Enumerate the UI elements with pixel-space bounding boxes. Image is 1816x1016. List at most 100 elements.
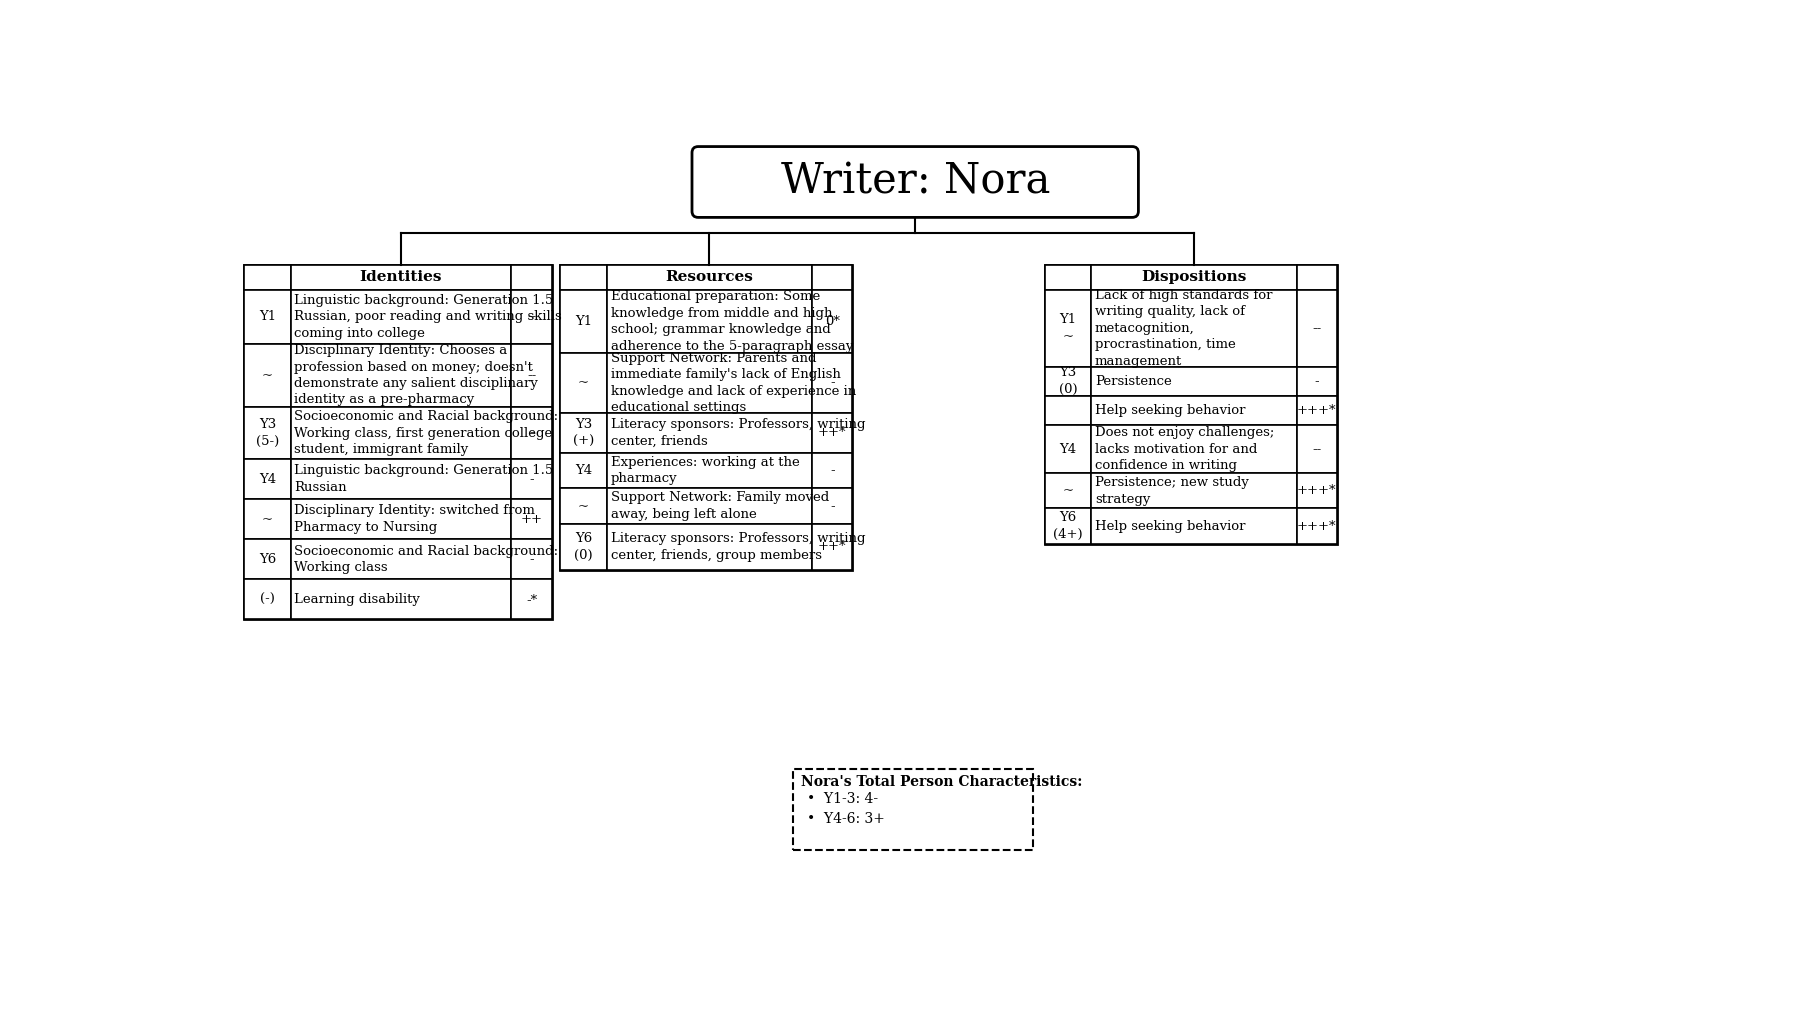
Text: +++*: +++* [1297, 519, 1337, 532]
Text: Persistence: Persistence [1095, 375, 1171, 388]
Text: ~: ~ [577, 377, 588, 389]
FancyBboxPatch shape [561, 524, 607, 570]
Text: Resources: Resources [665, 270, 754, 284]
Text: --: -- [527, 369, 536, 382]
FancyBboxPatch shape [561, 453, 607, 489]
FancyBboxPatch shape [1044, 265, 1337, 544]
Text: Educational preparation: Some
knowledge from middle and high
school; grammar kno: Educational preparation: Some knowledge … [610, 291, 854, 353]
FancyBboxPatch shape [1297, 426, 1337, 473]
Text: Identities: Identities [360, 270, 443, 284]
Text: ~: ~ [1062, 485, 1073, 497]
Text: 0*: 0* [824, 315, 839, 328]
FancyBboxPatch shape [1044, 265, 1091, 290]
FancyBboxPatch shape [291, 499, 512, 539]
Text: Support Network: Family moved
away, being left alone: Support Network: Family moved away, bein… [610, 492, 828, 521]
FancyBboxPatch shape [512, 539, 552, 579]
Text: ++*: ++* [817, 541, 846, 554]
FancyBboxPatch shape [812, 524, 852, 570]
FancyBboxPatch shape [291, 343, 512, 406]
FancyBboxPatch shape [607, 290, 812, 353]
Text: --: -- [527, 310, 536, 323]
FancyBboxPatch shape [512, 406, 552, 459]
Text: Y4: Y4 [258, 472, 276, 486]
FancyBboxPatch shape [1091, 473, 1297, 508]
FancyBboxPatch shape [607, 353, 812, 412]
Text: -: - [528, 553, 534, 566]
FancyBboxPatch shape [812, 412, 852, 453]
FancyBboxPatch shape [561, 265, 607, 290]
Text: -*: -* [527, 592, 538, 606]
FancyBboxPatch shape [812, 453, 852, 489]
Text: Literacy sponsors: Professors, writing
center, friends: Literacy sponsors: Professors, writing c… [610, 419, 864, 448]
FancyBboxPatch shape [561, 489, 607, 524]
Text: Y4: Y4 [1059, 443, 1077, 455]
FancyBboxPatch shape [243, 459, 291, 499]
FancyBboxPatch shape [1297, 290, 1337, 367]
FancyBboxPatch shape [1044, 367, 1091, 396]
Text: ++*: ++* [817, 427, 846, 440]
FancyBboxPatch shape [512, 290, 552, 343]
FancyBboxPatch shape [561, 290, 607, 353]
Text: Persistence; new study
strategy: Persistence; new study strategy [1095, 477, 1249, 506]
Text: Literacy sponsors: Professors, writing
center, friends, group members: Literacy sponsors: Professors, writing c… [610, 532, 864, 562]
FancyBboxPatch shape [291, 579, 512, 620]
Text: -: - [528, 472, 534, 486]
Text: ++: ++ [521, 513, 543, 525]
Text: ~: ~ [262, 513, 272, 525]
FancyBboxPatch shape [794, 769, 1033, 850]
Text: Linguistic background: Generation 1.5
Russian, poor reading and writing skills
c: Linguistic background: Generation 1.5 Ru… [294, 294, 563, 339]
FancyBboxPatch shape [243, 265, 552, 620]
FancyBboxPatch shape [1091, 367, 1297, 396]
FancyBboxPatch shape [1297, 473, 1337, 508]
FancyBboxPatch shape [812, 353, 852, 412]
Text: Disciplinary Identity: switched from
Pharmacy to Nursing: Disciplinary Identity: switched from Pha… [294, 505, 536, 534]
FancyBboxPatch shape [561, 265, 852, 570]
Text: Y3
(5-): Y3 (5-) [256, 418, 280, 448]
FancyBboxPatch shape [512, 265, 552, 290]
Text: Learning disability: Learning disability [294, 592, 419, 606]
FancyBboxPatch shape [1091, 396, 1297, 426]
Text: Y6
(0): Y6 (0) [574, 532, 592, 562]
Text: Help seeking behavior: Help seeking behavior [1095, 404, 1246, 418]
FancyBboxPatch shape [291, 539, 512, 579]
FancyBboxPatch shape [607, 524, 812, 570]
Text: (-): (-) [260, 592, 274, 606]
FancyBboxPatch shape [607, 453, 812, 489]
Text: Y1
~: Y1 ~ [1059, 313, 1077, 343]
FancyBboxPatch shape [512, 343, 552, 406]
FancyBboxPatch shape [243, 290, 291, 343]
Text: Nora's Total Person Characteristics:: Nora's Total Person Characteristics: [801, 775, 1082, 788]
FancyBboxPatch shape [561, 353, 607, 412]
FancyBboxPatch shape [291, 406, 512, 459]
FancyBboxPatch shape [1297, 265, 1337, 290]
FancyBboxPatch shape [243, 499, 291, 539]
FancyBboxPatch shape [243, 265, 291, 290]
FancyBboxPatch shape [1044, 508, 1091, 544]
Text: •  Y1-3: 4-: • Y1-3: 4- [806, 791, 877, 806]
Text: --: -- [1311, 322, 1322, 335]
FancyBboxPatch shape [1297, 367, 1337, 396]
FancyBboxPatch shape [1091, 290, 1297, 367]
FancyBboxPatch shape [1091, 508, 1297, 544]
FancyBboxPatch shape [607, 412, 812, 453]
FancyBboxPatch shape [692, 146, 1139, 217]
Text: Y6
(4+): Y6 (4+) [1053, 511, 1082, 542]
Text: Y1: Y1 [576, 315, 592, 328]
FancyBboxPatch shape [1044, 426, 1091, 473]
Text: Linguistic background: Generation 1.5
Russian: Linguistic background: Generation 1.5 Ru… [294, 464, 554, 494]
FancyBboxPatch shape [1091, 426, 1297, 473]
FancyBboxPatch shape [512, 579, 552, 620]
Text: Dispositions: Dispositions [1140, 270, 1246, 284]
Text: Y3
(0): Y3 (0) [1059, 367, 1077, 396]
Text: Help seeking behavior: Help seeking behavior [1095, 519, 1246, 532]
Text: Y3
(+): Y3 (+) [572, 418, 594, 448]
FancyBboxPatch shape [607, 265, 812, 290]
Text: -: - [830, 464, 835, 478]
Text: Experiences: working at the
pharmacy: Experiences: working at the pharmacy [610, 456, 799, 486]
FancyBboxPatch shape [291, 265, 512, 290]
Text: Support Network: Parents and
immediate family's lack of English
knowledge and la: Support Network: Parents and immediate f… [610, 352, 855, 415]
FancyBboxPatch shape [812, 489, 852, 524]
FancyBboxPatch shape [512, 499, 552, 539]
Text: Y1: Y1 [258, 310, 276, 323]
Text: -: - [528, 427, 534, 440]
